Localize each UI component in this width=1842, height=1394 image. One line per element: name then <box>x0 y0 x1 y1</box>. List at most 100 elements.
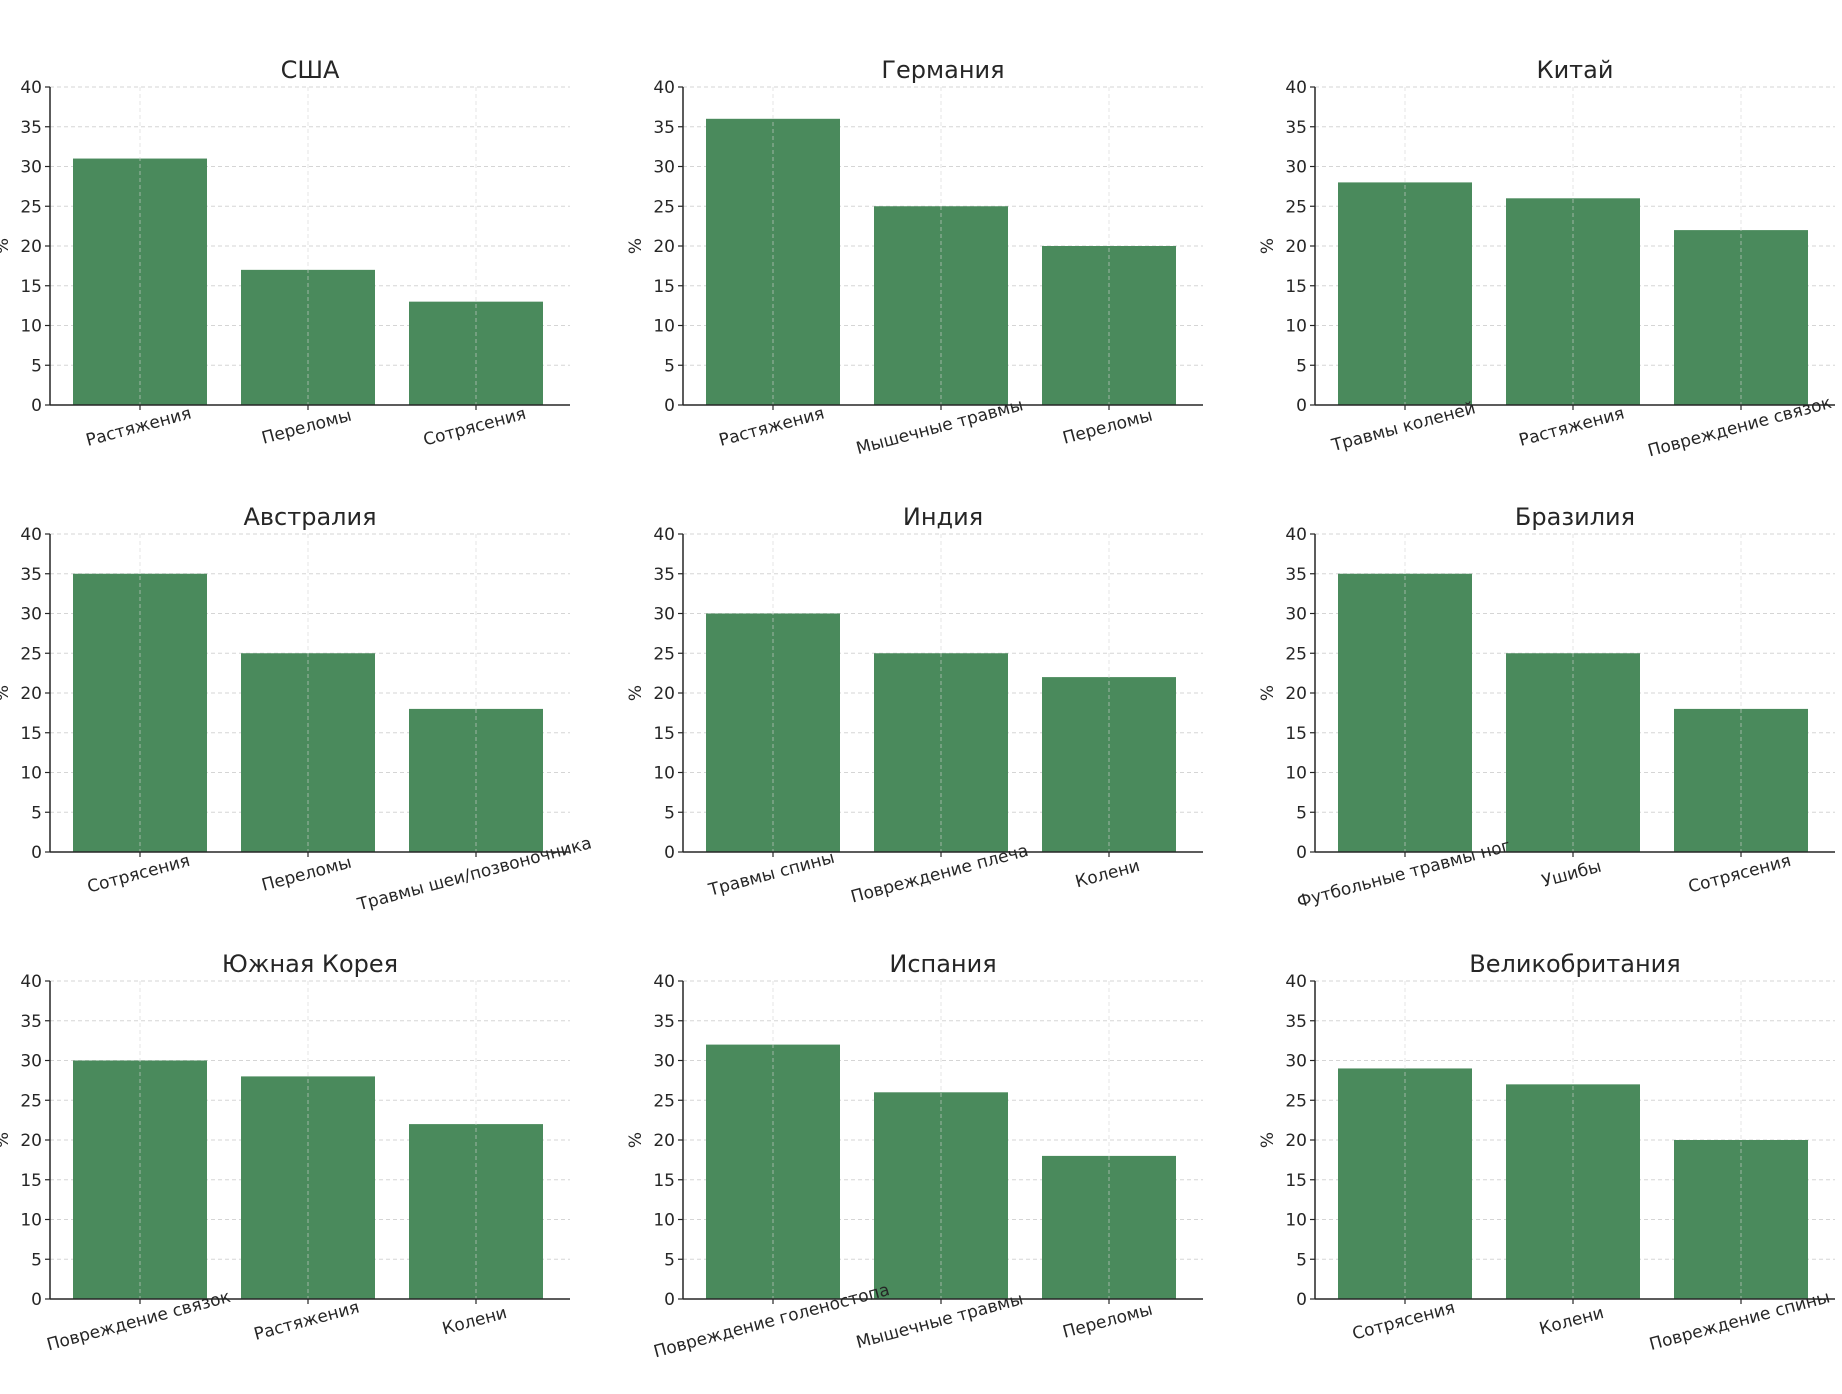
y-tick-label: 5 <box>31 356 42 376</box>
y-tick-label: 20 <box>1285 684 1307 704</box>
y-tick-label: 20 <box>653 684 675 704</box>
y-tick-label: 15 <box>20 724 42 744</box>
x-category-label: Сотрясения <box>1350 1298 1457 1345</box>
x-category-label: Сотрясения <box>421 404 528 451</box>
bar-1 <box>1338 1068 1472 1299</box>
x-category-label: Переломы <box>1061 406 1155 449</box>
y-tick-label: 30 <box>20 605 42 625</box>
y-tick-label: 15 <box>1285 1171 1307 1191</box>
y-tick-label: 20 <box>1285 237 1307 257</box>
y-tick-label: 30 <box>1285 1052 1307 1072</box>
y-tick-label: 20 <box>20 237 42 257</box>
y-tick-label: 35 <box>20 1012 42 1032</box>
y-axis-label: % <box>0 1132 13 1148</box>
y-tick-label: 30 <box>1285 158 1307 178</box>
y-tick-label: 5 <box>1296 803 1307 823</box>
x-category-label: Сотрясения <box>1686 851 1793 898</box>
x-category-label: Растяжения <box>1517 403 1627 450</box>
y-tick-label: 40 <box>1285 972 1307 992</box>
y-tick-label: 25 <box>1285 197 1307 217</box>
y-tick-label: 5 <box>664 803 675 823</box>
chart-title: Германия <box>881 56 1004 84</box>
y-tick-label: 15 <box>20 277 42 297</box>
y-tick-label: 30 <box>653 158 675 178</box>
x-category-label: Растяжения <box>252 1297 362 1344</box>
y-tick-label: 15 <box>20 1171 42 1191</box>
y-tick-label: 35 <box>653 118 675 138</box>
y-tick-label: 40 <box>20 525 42 545</box>
x-category-label: Переломы <box>260 406 354 449</box>
y-tick-label: 20 <box>653 1131 675 1151</box>
y-tick-label: 0 <box>31 396 42 416</box>
y-tick-label: 25 <box>20 1091 42 1111</box>
y-tick-label: 0 <box>664 843 675 863</box>
chart-panel-3: 0 5 10 15 20 25 30 35 40 Травмы коленей Растяжения… <box>1258 56 1835 461</box>
chart-title: США <box>281 56 340 84</box>
y-tick-label: 15 <box>653 277 675 297</box>
y-tick-label: 0 <box>31 843 42 863</box>
y-tick-label: 30 <box>1285 605 1307 625</box>
y-tick-label: 5 <box>1296 356 1307 376</box>
y-tick-label: 30 <box>20 1052 42 1072</box>
x-category-label: Травмы спины <box>706 848 837 901</box>
y-tick-label: 40 <box>653 525 675 545</box>
y-axis-label: % <box>626 685 646 701</box>
y-axis-label: % <box>0 238 13 254</box>
y-axis-label: % <box>626 1132 646 1148</box>
y-tick-label: 40 <box>20 78 42 98</box>
chart-title: Южная Корея <box>222 950 398 978</box>
chart-panel-1: 0 5 10 15 20 25 30 35 40 Растяжения Переломы Сотряс… <box>0 56 570 451</box>
x-category-label: Переломы <box>1061 1300 1155 1343</box>
y-tick-label: 10 <box>20 764 42 784</box>
chart-title: Великобритания <box>1469 950 1680 978</box>
y-tick-label: 0 <box>1296 1290 1307 1310</box>
y-tick-label: 0 <box>664 1290 675 1310</box>
x-category-label: Растяжения <box>84 403 194 450</box>
y-tick-label: 15 <box>1285 724 1307 744</box>
y-tick-label: 35 <box>20 118 42 138</box>
y-tick-label: 35 <box>20 565 42 585</box>
y-axis-label: % <box>1258 238 1278 254</box>
y-tick-label: 0 <box>31 1290 42 1310</box>
y-tick-label: 25 <box>1285 1091 1307 1111</box>
y-tick-label: 35 <box>1285 1012 1307 1032</box>
y-tick-label: 5 <box>664 1250 675 1270</box>
y-tick-label: 10 <box>653 317 675 337</box>
chart-title: Китай <box>1537 56 1614 84</box>
y-tick-label: 25 <box>653 1091 675 1111</box>
y-tick-label: 30 <box>653 605 675 625</box>
y-tick-label: 20 <box>1285 1131 1307 1151</box>
x-category-label: Ушибы <box>1540 857 1604 892</box>
y-tick-label: 10 <box>653 1211 675 1231</box>
y-tick-label: 35 <box>1285 565 1307 585</box>
x-category-label: Колени <box>1537 1303 1606 1339</box>
x-category-label: Колени <box>1073 856 1142 892</box>
y-tick-label: 25 <box>1285 644 1307 664</box>
y-axis-label: % <box>1258 1132 1278 1148</box>
x-category-label: Колени <box>440 1303 509 1339</box>
y-tick-label: 40 <box>20 972 42 992</box>
chart-title: Индия <box>903 503 983 531</box>
y-tick-label: 35 <box>653 565 675 585</box>
chart-title: Испания <box>889 950 996 978</box>
y-tick-label: 10 <box>20 317 42 337</box>
y-tick-label: 0 <box>664 396 675 416</box>
y-tick-label: 20 <box>653 237 675 257</box>
x-category-label: Растяжения <box>717 403 827 450</box>
y-tick-label: 35 <box>1285 118 1307 138</box>
y-tick-label: 0 <box>1296 396 1307 416</box>
y-tick-label: 25 <box>20 644 42 664</box>
y-tick-label: 40 <box>1285 525 1307 545</box>
y-axis-label: % <box>1258 685 1278 701</box>
y-tick-label: 15 <box>653 1171 675 1191</box>
y-tick-label: 10 <box>653 764 675 784</box>
x-category-label: Травмы коленей <box>1329 398 1478 456</box>
y-tick-label: 20 <box>20 684 42 704</box>
y-tick-label: 10 <box>1285 317 1307 337</box>
